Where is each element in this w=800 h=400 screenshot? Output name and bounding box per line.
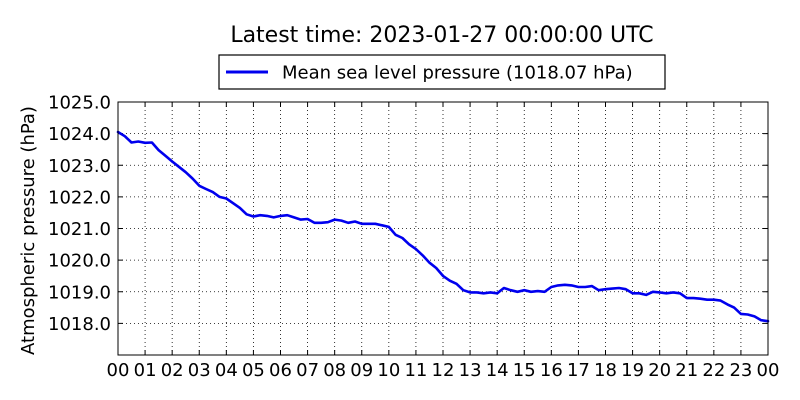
plot-frame (117, 101, 769, 356)
x-tick-label: 23 (729, 360, 752, 381)
x-tick-label: 18 (594, 360, 617, 381)
y-tick-label: 1023.0 (48, 156, 111, 177)
x-tick-label: 15 (513, 360, 536, 381)
y-tick-label: 1018.0 (48, 314, 111, 335)
series-group (116, 130, 770, 323)
y-tick-label: 1024.0 (48, 124, 111, 145)
x-tick-label: 20 (648, 360, 671, 381)
x-tick-label: 13 (459, 360, 482, 381)
x-tick-label: 22 (702, 360, 725, 381)
x-tick-label: 14 (486, 360, 509, 381)
x-tick-label: 08 (323, 360, 346, 381)
y-tick-label: 1022.0 (48, 187, 111, 208)
series-line (116, 130, 770, 323)
x-tick-label: 05 (242, 360, 265, 381)
x-tick-label: 21 (675, 360, 698, 381)
y-tick-label: 1025.0 (48, 93, 111, 114)
x-tick-label: 00 (107, 360, 130, 381)
legend-label: Mean sea level pressure (1018.07 hPa) (282, 63, 633, 84)
y-axis-tick-labels: 1018.0 1019.0 1020.0 1021.0 1022.0 1023.0 1024… (48, 93, 111, 335)
x-tick-label: 19 (621, 360, 644, 381)
y-tick-label: 1019.0 (48, 282, 111, 303)
x-tick-label: 09 (350, 360, 373, 381)
x-tick-label: 02 (161, 360, 184, 381)
x-tick-label: 06 (269, 360, 292, 381)
x-tick-label: 03 (188, 360, 211, 381)
y-axis-label: Atmospheric pressure (hPa) (18, 106, 39, 355)
chart-title: Latest time: 2023-01-27 00:00:00 UTC (230, 23, 653, 48)
x-tick-label: 12 (432, 360, 455, 381)
x-tick-label: 04 (215, 360, 238, 381)
x-tick-label: 16 (540, 360, 563, 381)
legend-frame (218, 54, 666, 90)
x-axis-tick-labels: 00 01 02 03 04 05 06 07 08 09 10 11 12 13 14 15 16 17 18 19… (107, 360, 780, 381)
x-tick-label: 10 (377, 360, 400, 381)
y-tick-label: 1021.0 (48, 219, 111, 240)
x-tick-label: 17 (567, 360, 590, 381)
y-tick-label: 1020.0 (48, 251, 111, 272)
x-tick-label: 07 (296, 360, 319, 381)
x-tick-label: 11 (404, 360, 427, 381)
legend: Mean sea level pressure (1018.07 hPa) (218, 54, 666, 90)
x-tick-label: 01 (134, 360, 157, 381)
x-tick-label: 00 (757, 360, 780, 381)
grid-lines (118, 102, 768, 355)
